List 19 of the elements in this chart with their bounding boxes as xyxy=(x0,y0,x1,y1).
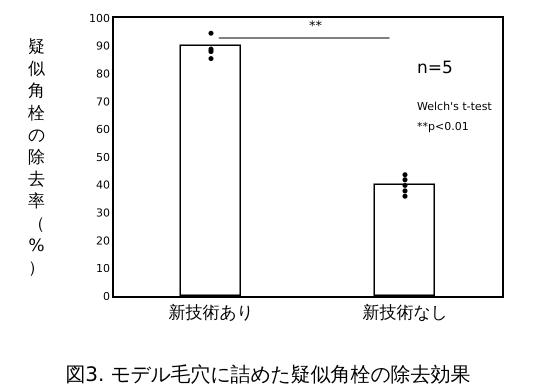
y-tick-label: 0 xyxy=(103,290,110,303)
annotation: Welch's t-test xyxy=(417,100,492,113)
text: 疑似角栓の除去率（%） xyxy=(28,37,45,278)
y-tick-label: 10 xyxy=(96,262,110,276)
y-tick-label: 20 xyxy=(96,234,110,248)
x-tick-label: 新技術あり xyxy=(168,303,254,324)
y-tick-label: 90 xyxy=(96,40,110,53)
y-tick-label: 80 xyxy=(96,67,110,80)
y-tick-label: 40 xyxy=(96,178,110,192)
y-tick-label: 30 xyxy=(96,206,110,220)
annotation: n=5 xyxy=(417,58,453,78)
y-tick-label: 70 xyxy=(96,95,110,108)
y-tick-label: 60 xyxy=(96,123,110,136)
y-tick-label: 50 xyxy=(96,150,110,164)
annotation: ** xyxy=(309,19,322,34)
annotation: **p<0.01 xyxy=(417,120,469,133)
x-tick-label: 新技術なし xyxy=(362,303,448,324)
text: 図3. モデル毛穴に詰めた疑似角栓の除去効果 xyxy=(65,362,471,386)
y-tick-label: 100 xyxy=(89,12,110,25)
